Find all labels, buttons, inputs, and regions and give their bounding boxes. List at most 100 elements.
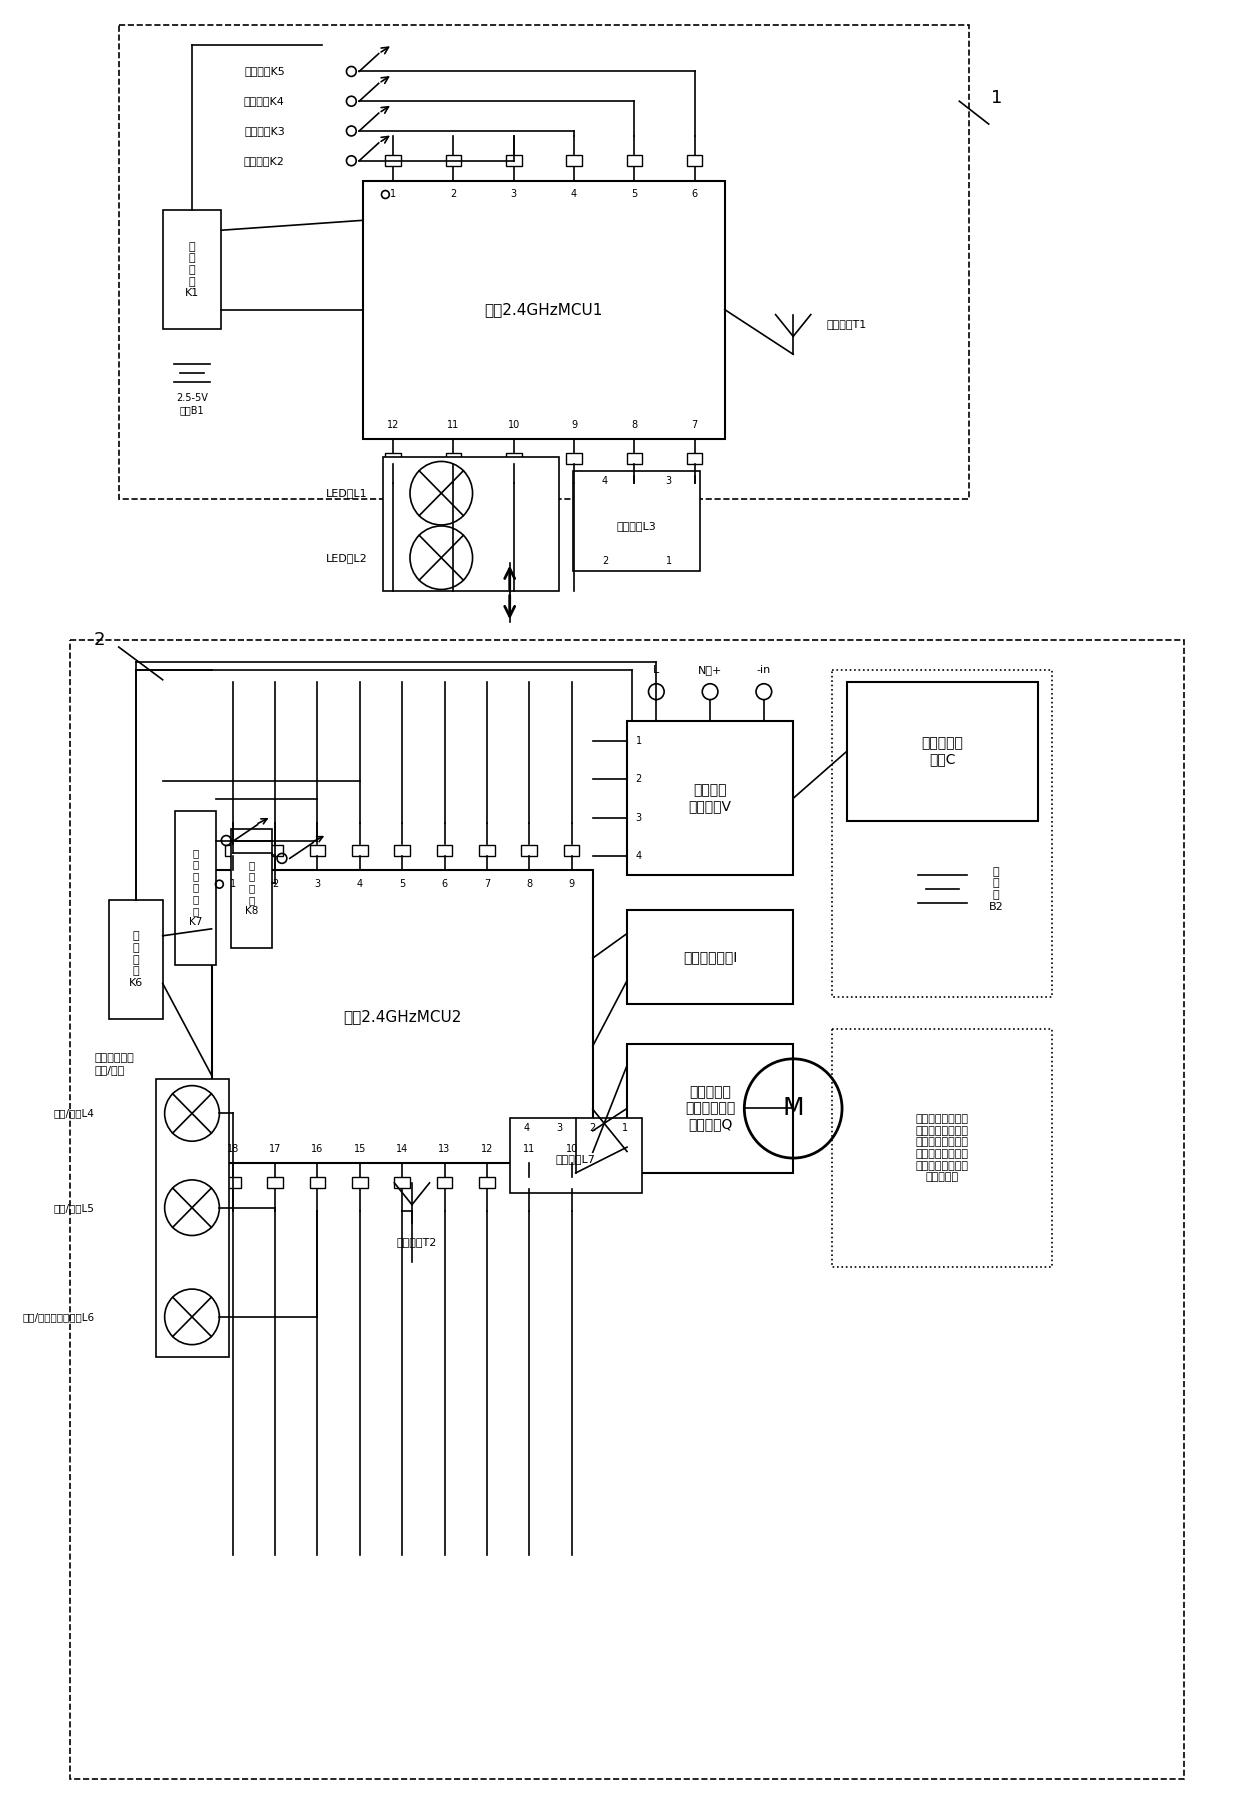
Bar bbox=[627, 721, 794, 876]
Text: 7: 7 bbox=[692, 420, 698, 431]
Text: 3: 3 bbox=[315, 879, 320, 889]
Text: 15: 15 bbox=[353, 1145, 366, 1154]
Text: 7: 7 bbox=[484, 879, 490, 889]
Bar bbox=[386, 452, 401, 463]
Bar bbox=[506, 154, 522, 165]
Text: 显示模块L7: 显示模块L7 bbox=[556, 1154, 595, 1165]
Text: 显示模块L3: 显示模块L3 bbox=[618, 521, 657, 531]
Text: 4: 4 bbox=[601, 476, 608, 487]
Bar bbox=[383, 458, 558, 592]
Text: 无线2.4GHzMCU1: 无线2.4GHzMCU1 bbox=[485, 302, 603, 318]
Text: 11: 11 bbox=[448, 420, 460, 431]
Text: 故障报警指示
常亮/闪烁: 故障报警指示 常亮/闪烁 bbox=[94, 1054, 134, 1074]
Bar bbox=[231, 829, 272, 948]
Text: 9: 9 bbox=[569, 879, 574, 889]
Bar bbox=[310, 845, 325, 856]
Text: 17: 17 bbox=[269, 1145, 281, 1154]
Text: 通讯天线T1: 通讯天线T1 bbox=[827, 320, 867, 329]
Text: 调速、缓启
缓停驱动输出
控制模块Q: 调速、缓启 缓停驱动输出 控制模块Q bbox=[684, 1085, 735, 1132]
Text: 3: 3 bbox=[666, 476, 672, 487]
Text: 5: 5 bbox=[631, 189, 637, 200]
Bar bbox=[436, 845, 453, 856]
Text: 备注：此虚线部分
模块线路仅适用于
直流电智能控制系
统方案，交流电智
能控制系统方案的
忽略此模块: 备注：此虚线部分 模块线路仅适用于 直流电智能控制系 统方案，交流电智 能控制系… bbox=[916, 1114, 968, 1183]
Bar bbox=[567, 154, 582, 165]
Text: 14: 14 bbox=[396, 1145, 408, 1154]
Text: 8: 8 bbox=[631, 420, 637, 431]
Text: 1: 1 bbox=[622, 1123, 629, 1134]
Bar bbox=[627, 910, 794, 1005]
Bar bbox=[268, 1177, 283, 1188]
Text: 5: 5 bbox=[399, 879, 405, 889]
Bar bbox=[156, 1079, 229, 1357]
Text: 1: 1 bbox=[991, 89, 1002, 107]
Text: 4: 4 bbox=[636, 850, 642, 861]
Bar bbox=[627, 1045, 794, 1174]
Bar bbox=[224, 845, 241, 856]
Bar bbox=[847, 681, 1038, 821]
Bar bbox=[506, 452, 522, 463]
Text: 12: 12 bbox=[387, 420, 399, 431]
Text: 锁定开关K3: 锁定开关K3 bbox=[244, 125, 285, 136]
Text: 无线2.4GHzMCU2: 无线2.4GHzMCU2 bbox=[343, 1008, 461, 1025]
Text: 10: 10 bbox=[565, 1145, 578, 1154]
Bar bbox=[352, 845, 367, 856]
Text: LED绿L2: LED绿L2 bbox=[326, 552, 368, 563]
Text: 18: 18 bbox=[227, 1145, 239, 1154]
Text: 10: 10 bbox=[507, 420, 520, 431]
Bar bbox=[394, 845, 410, 856]
Text: 延时开关K5: 延时开关K5 bbox=[244, 67, 285, 76]
Bar bbox=[162, 211, 221, 329]
Text: 过压/欠压L4: 过压/欠压L4 bbox=[53, 1108, 94, 1119]
Bar bbox=[479, 845, 495, 856]
Text: 2: 2 bbox=[450, 189, 456, 200]
Bar bbox=[212, 870, 593, 1163]
Bar bbox=[109, 899, 162, 1019]
Bar bbox=[573, 471, 701, 571]
Text: N或+: N或+ bbox=[698, 665, 722, 674]
Text: M: M bbox=[782, 1096, 804, 1121]
Bar bbox=[564, 1177, 579, 1188]
Text: 电压取样
控制模块V: 电压取样 控制模块V bbox=[688, 783, 732, 814]
Text: 1: 1 bbox=[229, 879, 236, 889]
Bar bbox=[224, 1177, 241, 1188]
Text: 11: 11 bbox=[523, 1145, 536, 1154]
Text: 1: 1 bbox=[391, 189, 397, 200]
Text: 启停开关K2: 启停开关K2 bbox=[244, 156, 285, 165]
Bar bbox=[510, 1119, 641, 1192]
Text: 超距/漏电（显充电）L6: 超距/漏电（显充电）L6 bbox=[22, 1312, 94, 1321]
Text: 对
码
开
关
K8: 对 码 开 关 K8 bbox=[246, 859, 258, 916]
Text: 通讯天线T2: 通讯天线T2 bbox=[397, 1237, 436, 1248]
Text: 3: 3 bbox=[556, 1123, 562, 1134]
Bar bbox=[687, 452, 702, 463]
Bar bbox=[436, 1177, 453, 1188]
Text: 电
源
开
关
K6: 电 源 开 关 K6 bbox=[129, 932, 143, 988]
Text: 2: 2 bbox=[636, 774, 642, 785]
Text: 2: 2 bbox=[272, 879, 278, 889]
Bar bbox=[445, 154, 461, 165]
Text: LED红L1: LED红L1 bbox=[326, 489, 368, 498]
Bar bbox=[522, 1177, 537, 1188]
Text: 速度开关K4: 速度开关K4 bbox=[244, 96, 285, 105]
Bar bbox=[522, 845, 537, 856]
Text: -in: -in bbox=[756, 665, 771, 674]
Text: 遥
控
手
动
开
关
K7: 遥 控 手 动 开 关 K7 bbox=[190, 849, 202, 927]
Text: 8: 8 bbox=[526, 879, 532, 889]
Text: 电流取样模块I: 电流取样模块I bbox=[683, 950, 738, 965]
Text: 16: 16 bbox=[311, 1145, 324, 1154]
Bar bbox=[687, 154, 702, 165]
Text: 2: 2 bbox=[93, 630, 105, 649]
Text: 6: 6 bbox=[692, 189, 698, 200]
Text: 4: 4 bbox=[357, 879, 363, 889]
Text: 2: 2 bbox=[589, 1123, 595, 1134]
Bar bbox=[626, 452, 642, 463]
Bar bbox=[394, 1177, 410, 1188]
Bar bbox=[832, 670, 1053, 998]
Text: 充放电保护
模块C: 充放电保护 模块C bbox=[921, 736, 963, 767]
Text: 12: 12 bbox=[481, 1145, 494, 1154]
Text: 4: 4 bbox=[570, 189, 577, 200]
Bar bbox=[352, 1177, 367, 1188]
Bar bbox=[386, 154, 401, 165]
Bar bbox=[567, 452, 582, 463]
Text: 3: 3 bbox=[636, 812, 642, 823]
Bar bbox=[832, 1028, 1053, 1266]
